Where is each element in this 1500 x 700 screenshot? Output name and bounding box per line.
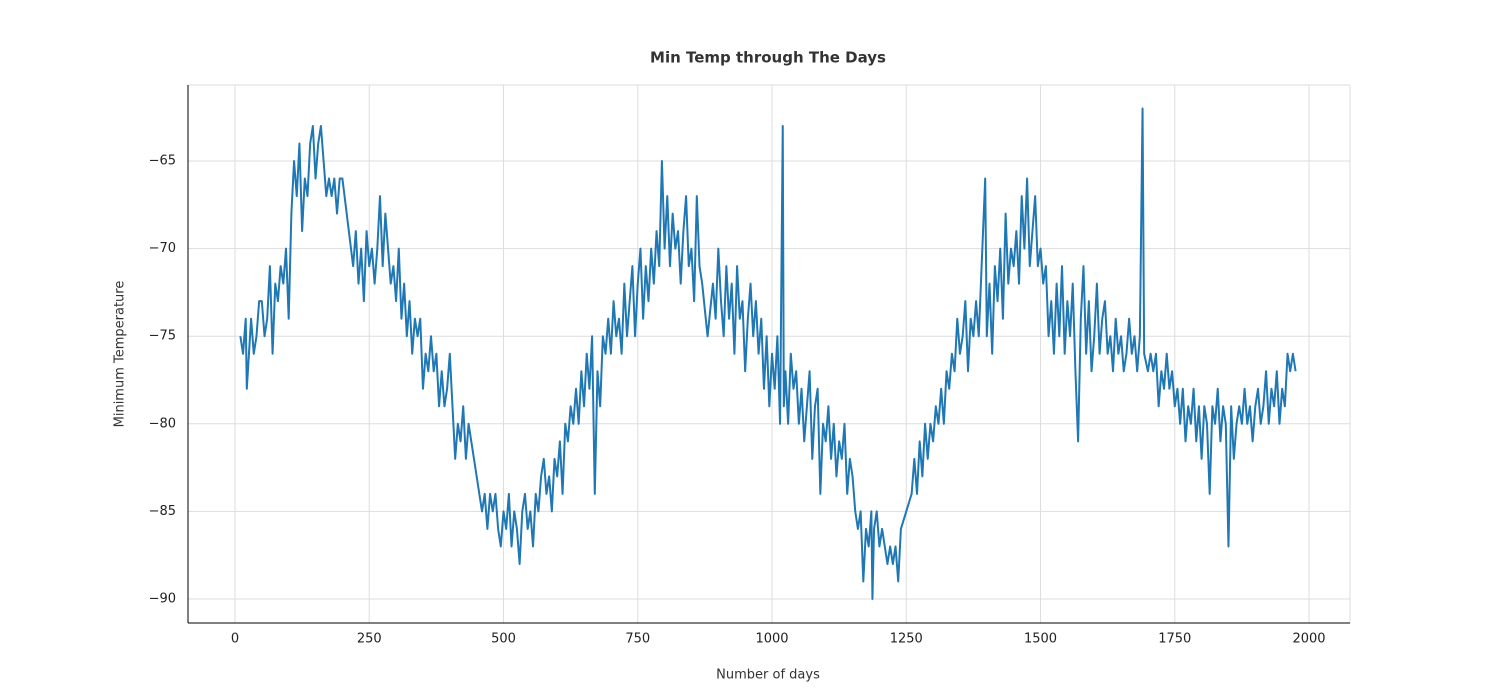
y-tick-label: −85 [149,504,176,519]
x-tick-label: 1250 [890,632,923,647]
x-tick-label: 500 [491,632,516,647]
x-tick-label: 0 [231,632,239,647]
y-tick-label: −70 [149,241,176,256]
y-tick-label: −80 [149,416,176,431]
y-tick-label: −75 [149,329,176,344]
x-tick-label: 2000 [1292,632,1325,647]
x-tick-label: 750 [625,632,650,647]
y-tick-label: −65 [149,154,176,169]
x-tick-label: 250 [357,632,382,647]
tick-labels: 0 250 500 750 1000 1250 1500 1750 2000 −90 −85 −80 −… [149,154,1326,647]
x-tick-label: 1500 [1024,632,1057,647]
data-line [239,107,1297,600]
grid [188,85,1350,623]
x-axis-label: Number of days [716,668,820,683]
y-axis-label: Minimum Temperature [113,281,128,428]
plot [239,107,1297,600]
x-tick-label: 1000 [755,632,788,647]
y-tick-label: −90 [149,591,176,606]
x-tick-label: 1750 [1158,632,1191,647]
chart-title: Min Temp through The Days [650,49,886,67]
